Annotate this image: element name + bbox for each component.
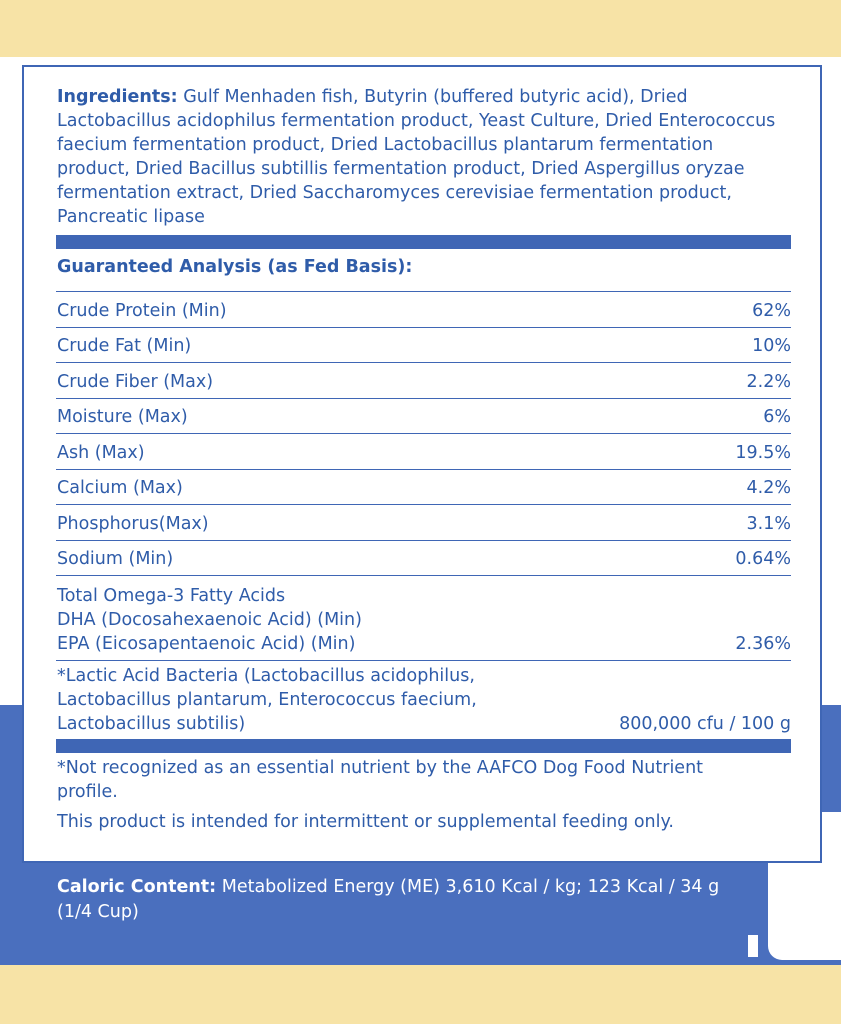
note: This product is intended for intermitten…: [57, 812, 674, 832]
divider: [56, 235, 791, 249]
row-value: 2.2%: [746, 371, 791, 392]
row-value: 62%: [752, 300, 791, 321]
label-panel: [22, 65, 822, 863]
row-text: EPA (Eicosapentaenoic Acid) (Min): [57, 634, 356, 654]
row-value: 4.2%: [746, 478, 791, 498]
row-value: 6%: [763, 407, 791, 427]
analysis-title: Guaranteed Analysis (as Fed Basis):: [57, 257, 413, 277]
caloric: Caloric Content: Metabolized Energy (ME)…: [57, 875, 737, 925]
row-text: Crude Fat (Min): [57, 336, 192, 356]
row-value: 3.1%: [746, 513, 791, 534]
row-value: 2.36%: [735, 634, 791, 654]
divider: [56, 739, 791, 753]
row-value: 800,000 cfu / 100 g: [619, 714, 791, 734]
row-name: Moisture (Max): [57, 405, 188, 429]
row-text: Lactobacillus subtilis): [57, 714, 246, 734]
table-row: Crude Protein (Min) 62%: [56, 291, 791, 327]
ingredients-label: Ingredients:: [57, 87, 178, 107]
row-text: Sodium (Min): [57, 549, 174, 569]
ingredients: Ingredients: Gulf Menhaden fish, Butyrin…: [57, 85, 787, 229]
table-row: Crude Fiber (Max) 2.2%: [56, 362, 791, 398]
table-row: Crude Fat (Min) 10%: [56, 326, 791, 363]
ingredients-text: Gulf Menhaden fish, Butyrin (buffered bu…: [57, 87, 776, 227]
row-value: 10%: [752, 336, 791, 356]
row-text: DHA (Docosahexaenoic Acid) (Min): [57, 610, 362, 630]
table-row: Total Omega-3 Fatty Acids DHA (Docosahexa…: [56, 575, 791, 660]
row-name: Sodium (Min): [57, 547, 173, 571]
top-band: [0, 0, 841, 57]
row-name: Crude Fiber (Max): [57, 370, 213, 394]
note: *Not recognized as an essential nutrient…: [57, 758, 704, 802]
row-name: Ash (Max): [57, 441, 145, 465]
row-text: Ash (Max): [57, 442, 145, 463]
row-name: Total Omega-3 Fatty Acids DHA (Docosahexa…: [57, 584, 362, 656]
row-name: Phosphorus(Max): [57, 512, 209, 536]
bottom-band: [0, 965, 841, 1024]
row-text: Moisture (Max): [57, 407, 188, 427]
row-value: 19.5%: [735, 442, 791, 463]
row-text: Crude Fiber (Max): [57, 371, 214, 392]
row-text: Crude Protein (Min): [57, 300, 227, 321]
row-name: Crude Protein (Min): [57, 299, 227, 323]
row-name: *Lactic Acid Bacteria (Lactobacillus aci…: [57, 664, 477, 736]
caloric-text: Metabolized Energy (ME) 3,610 Kcal / kg;…: [57, 877, 720, 922]
table-row: *Lactic Acid Bacteria (Lactobacillus aci…: [56, 660, 791, 740]
table-row: Phosphorus(Max) 3.1%: [56, 504, 791, 540]
table-row: Moisture (Max) 6%: [56, 397, 791, 434]
table-row: Sodium (Min) 0.64%: [56, 539, 791, 576]
row-text: *Lactic Acid Bacteria (Lactobacillus aci…: [57, 666, 475, 686]
row-value: 0.64%: [735, 549, 791, 569]
row-text: Phosphorus(Max): [57, 513, 209, 534]
row-text: Lactobacillus plantarum, Enterococcus fa…: [57, 690, 477, 710]
row-name: Calcium (Max): [57, 476, 183, 500]
side-mark: [748, 935, 758, 957]
caloric-label: Caloric Content:: [57, 877, 217, 897]
table-row: Ash (Max) 19.5%: [56, 433, 791, 469]
table-row: Calcium (Max) 4.2%: [56, 468, 791, 505]
row-name: Crude Fat (Min): [57, 334, 191, 358]
row-text: Total Omega-3 Fatty Acids: [57, 586, 286, 606]
row-text: Calcium (Max): [57, 478, 183, 498]
